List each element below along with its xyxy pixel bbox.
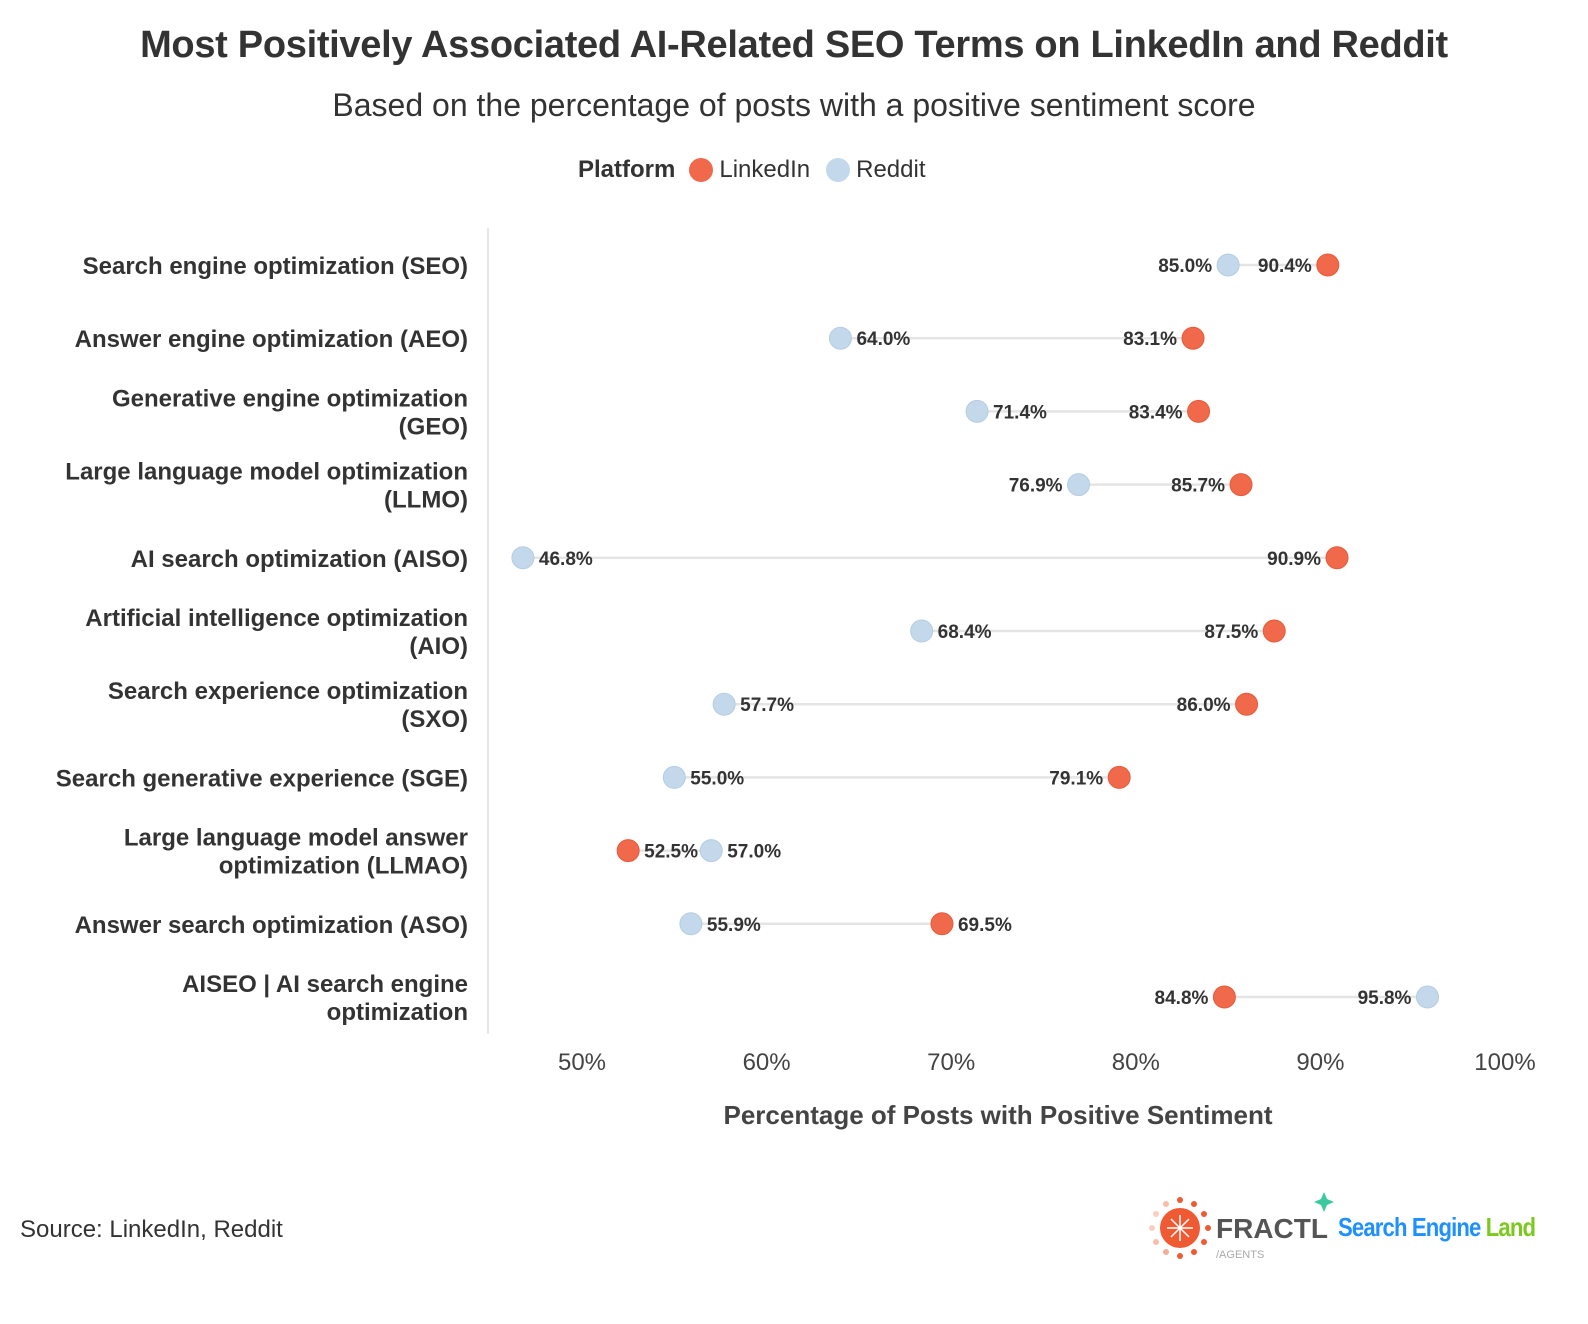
data-label: 84.8% — [1155, 988, 1209, 1009]
linkedin-point — [616, 839, 640, 863]
reddit-point — [1216, 253, 1240, 277]
linkedin-point — [1235, 692, 1259, 716]
data-label: 57.0% — [727, 842, 781, 863]
reddit-point — [910, 619, 934, 643]
chart-subtitle: Based on the percentage of posts with a … — [332, 87, 1256, 123]
reddit-point — [511, 546, 535, 570]
category-label: AI search optimization (AISO) — [131, 546, 468, 573]
data-label: 55.0% — [690, 768, 744, 789]
reddit-point — [965, 399, 989, 423]
category-label: Large language model answer — [124, 825, 468, 852]
category-label: Artificial intelligence optimization — [85, 605, 468, 632]
category-label: (AIO) — [409, 633, 468, 660]
sparkle-icon — [1314, 1192, 1334, 1212]
reddit-point — [699, 839, 723, 863]
category-label: Answer engine optimization (AEO) — [75, 326, 468, 353]
reddit-point — [662, 765, 686, 789]
data-label: 95.8% — [1358, 988, 1412, 1009]
source-note: Source: LinkedIn, Reddit — [20, 1216, 283, 1243]
data-label: 87.5% — [1204, 622, 1258, 643]
data-label: 68.4% — [938, 622, 992, 643]
data-label: 52.5% — [644, 842, 698, 863]
x-tick-label: 80% — [1112, 1049, 1160, 1076]
linkedin-point — [1325, 546, 1349, 570]
category-label: optimization — [327, 999, 468, 1026]
linkedin-point — [1181, 326, 1205, 350]
category-label: Answer search optimization (ASO) — [75, 912, 468, 939]
category-label: Search generative experience (SGE) — [56, 765, 468, 792]
reddit-point — [1415, 985, 1439, 1009]
category-label: (LLMO) — [384, 487, 468, 514]
x-tick-label: 60% — [743, 1049, 791, 1076]
data-label: 46.8% — [539, 549, 593, 570]
data-label: 86.0% — [1177, 695, 1231, 716]
linkedin-point — [1107, 765, 1131, 789]
fractl-wordmark: FRACTL — [1216, 1213, 1328, 1244]
data-label: 85.0% — [1158, 256, 1212, 277]
legend-linkedin-swatch — [689, 158, 714, 182]
data-label: 83.4% — [1129, 402, 1183, 423]
category-label: Large language model optimization — [65, 459, 468, 486]
data-label: 90.4% — [1258, 256, 1312, 277]
category-label: Search engine optimization (SEO) — [83, 253, 468, 280]
category-label: Search experience optimization — [108, 678, 468, 705]
chart-title: Most Positively Associated AI-Related SE… — [140, 24, 1448, 66]
data-label: 76.9% — [1009, 476, 1063, 497]
data-label: 71.4% — [993, 402, 1047, 423]
reddit-point — [1067, 473, 1091, 497]
data-label: 57.7% — [740, 695, 794, 716]
data-label: 85.7% — [1171, 476, 1225, 497]
category-label: optimization (LLMAO) — [219, 853, 468, 880]
x-axis-title: Percentage of Posts with Positive Sentim… — [723, 1100, 1272, 1130]
linkedin-point — [930, 912, 954, 936]
reddit-point — [712, 692, 736, 716]
category-label: Generative engine optimization — [112, 385, 468, 412]
legend: Platform LinkedIn Reddit — [578, 155, 925, 185]
x-tick-label: 50% — [558, 1049, 606, 1076]
linkedin-point — [1229, 473, 1253, 497]
data-label: 69.5% — [958, 915, 1012, 936]
data-label: 90.9% — [1267, 549, 1321, 570]
category-label: (SXO) — [401, 706, 468, 733]
dumbbell-chart: 50% 60% 70% 80% 90% 100% Percentage of Posts w… — [56, 228, 1536, 1130]
linkedin-point — [1316, 253, 1340, 277]
legend-title: Platform — [578, 156, 676, 183]
fractl-subtitle: /AGENTS — [1216, 1249, 1264, 1261]
category-label: (GEO) — [399, 413, 468, 440]
linkedin-point — [1187, 399, 1211, 423]
legend-reddit-label: Reddit — [856, 156, 926, 183]
linkedin-point — [1212, 985, 1236, 1009]
x-tick-label: 70% — [927, 1049, 975, 1076]
data-label: 55.9% — [707, 915, 761, 936]
linkedin-point — [1262, 619, 1286, 643]
category-label: AISEO | AI search engine — [182, 971, 468, 998]
fractl-logo: FRACTL /AGENTS — [1140, 1190, 1336, 1267]
data-label: 83.1% — [1123, 329, 1177, 350]
reddit-point — [828, 326, 852, 350]
data-label: 79.1% — [1049, 768, 1103, 789]
legend-reddit-swatch — [826, 158, 851, 182]
legend-linkedin-label: LinkedIn — [719, 156, 811, 183]
data-label: 64.0% — [856, 329, 910, 350]
reddit-point — [679, 912, 703, 936]
x-tick-label: 90% — [1296, 1049, 1344, 1076]
search-engine-land-logo: Search Engine Land — [1338, 1212, 1536, 1242]
x-tick-label: 100% — [1474, 1049, 1535, 1076]
